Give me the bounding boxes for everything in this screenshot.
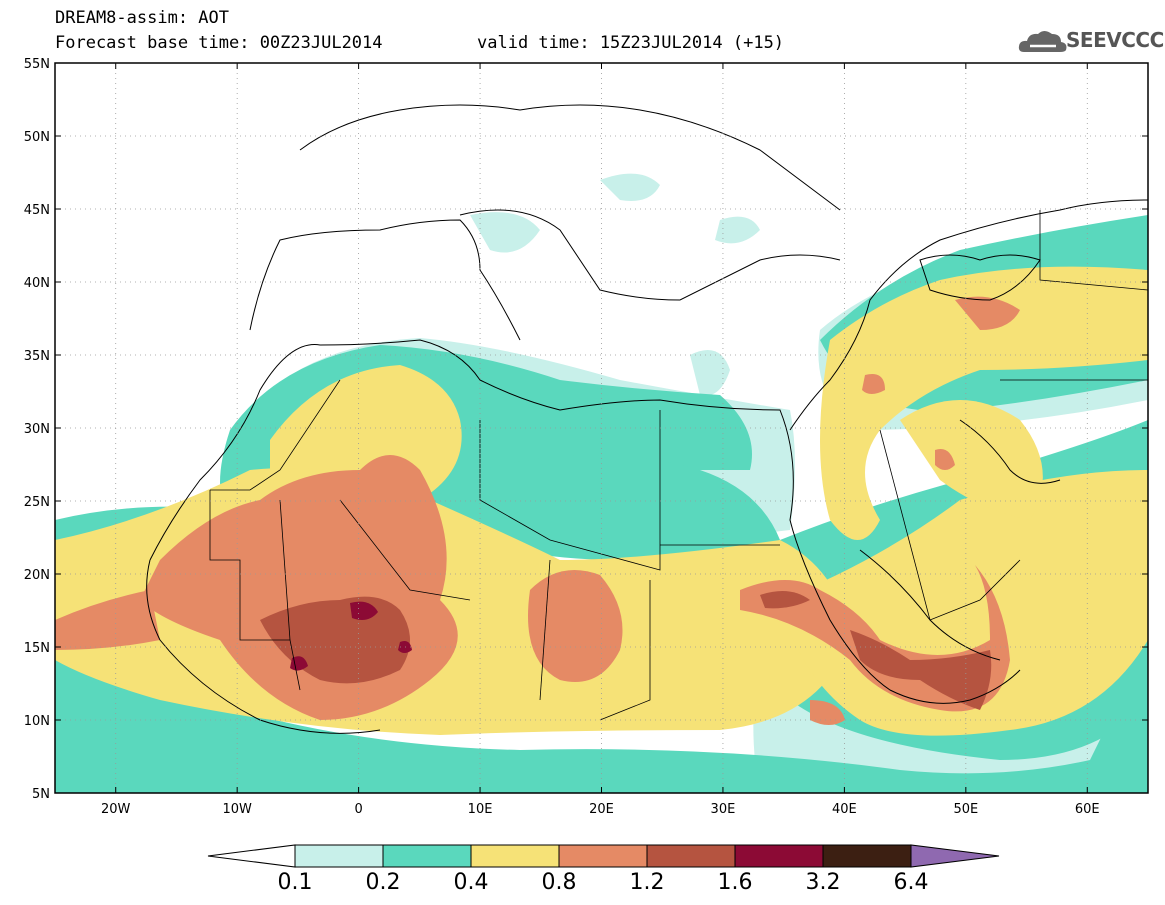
colorbar: [207, 844, 1000, 868]
lat-tick-label: 15N: [24, 641, 50, 656]
map-title: DREAM8-assim: AOT: [55, 8, 229, 28]
lat-tick-label: 30N: [24, 422, 50, 437]
lat-tick-label: 40N: [24, 276, 50, 291]
lon-tick-label: 30E: [711, 802, 736, 817]
logo-text: SEEVCCC: [1066, 28, 1164, 52]
lat-tick-label: 25N: [24, 495, 50, 510]
lon-tick-label: 40E: [832, 802, 857, 817]
lat-tick-label: 5N: [32, 787, 50, 802]
forecast-base-time: Forecast base time: 00Z23JUL2014: [55, 33, 383, 53]
lon-tick-label: 20E: [589, 802, 614, 817]
colorbar-high-arrow: [910, 844, 1000, 868]
colorbar-segment: [294, 844, 384, 868]
longitude-ticks: 20W 10W 0 10E 20E 30E 40E 50E 60E: [101, 63, 1100, 817]
colorbar-label: 1.6: [717, 870, 753, 895]
graticule: [55, 63, 1148, 793]
lat-tick-label: 35N: [24, 349, 50, 364]
colorbar-segment: [734, 844, 824, 868]
lat-tick-label: 20N: [24, 568, 50, 583]
colorbar-segment: [822, 844, 912, 868]
lon-tick-label: 60E: [1075, 802, 1100, 817]
lon-tick-label: 10E: [468, 802, 493, 817]
lon-tick-label: 0: [354, 802, 362, 817]
colorbar-label: 6.4: [893, 870, 929, 895]
colorbar-label: 0.8: [541, 870, 577, 895]
colorbar-segment: [382, 844, 472, 868]
colorbar-segment: [558, 844, 648, 868]
colorbar-segment: [646, 844, 736, 868]
cloud-icon: [1018, 31, 1067, 52]
valid-time: valid time: 15Z23JUL2014 (+15): [477, 33, 785, 53]
colorbar-label: 3.2: [805, 870, 841, 895]
colorbar-label: 0.2: [365, 870, 401, 895]
lon-tick-label: 50E: [953, 802, 978, 817]
colorbar-label: 1.2: [629, 870, 665, 895]
colorbar-label: 0.1: [277, 870, 313, 895]
aot-layer-1.6: [290, 601, 412, 671]
lat-tick-label: 50N: [24, 130, 50, 145]
lat-tick-label: 10N: [24, 714, 50, 729]
colorbar-low-arrow: [207, 844, 296, 868]
colorbar-segment: [470, 844, 560, 868]
lon-tick-label: 20W: [101, 802, 131, 817]
lat-tick-label: 45N: [24, 203, 50, 218]
lat-tick-label: 55N: [24, 57, 50, 72]
country-borders: [209, 210, 1148, 721]
lon-tick-label: 10W: [222, 802, 252, 817]
latitude-ticks: 55N 50N 45N 40N 35N 30N 25N 20N 15N 10N 5N: [24, 57, 1148, 802]
coastlines: [146, 104, 1148, 734]
colorbar-label: 0.4: [453, 870, 489, 895]
